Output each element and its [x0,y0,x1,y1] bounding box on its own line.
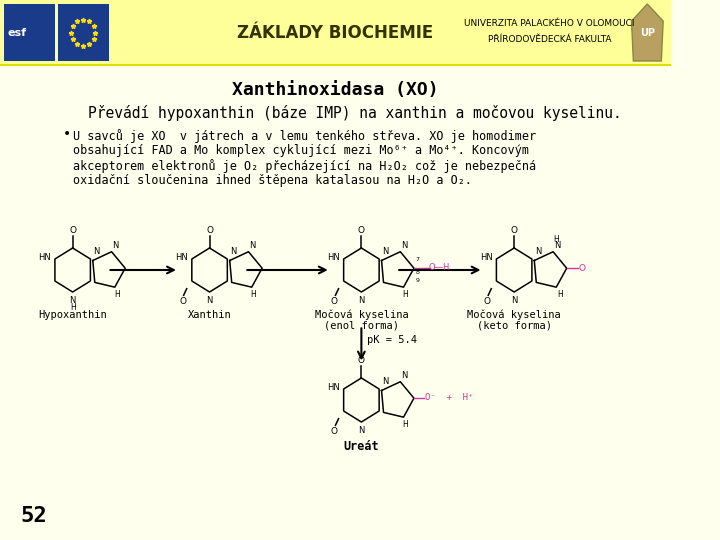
Text: HN: HN [327,253,340,261]
Text: N: N [401,371,408,380]
Text: H: H [402,290,408,299]
Text: N: N [207,296,212,305]
Text: N: N [359,426,364,435]
Text: N: N [359,296,364,305]
Text: O: O [331,298,338,307]
Text: ZÁKLADY BIOCHEMIE: ZÁKLADY BIOCHEMIE [237,24,433,42]
Text: O: O [331,428,338,436]
Text: HN: HN [176,253,188,261]
Text: N: N [112,241,119,249]
Text: O—H: O—H [428,262,449,272]
Text: N: N [401,241,408,249]
Text: N: N [69,296,76,305]
Text: O: O [510,226,518,235]
Text: N: N [382,377,388,386]
Text: Močová kyselina: Močová kyselina [467,309,561,320]
Text: akceptorem elektronů je O₂ přecházející na H₂O₂ což je nebezpečná: akceptorem elektronů je O₂ přecházející … [73,159,536,173]
Text: N: N [535,247,541,256]
Text: PŘÍRODOVĚDECKÁ FAKULTA: PŘÍRODOVĚDECKÁ FAKULTA [487,35,611,44]
Text: esf: esf [7,28,27,37]
Text: O: O [578,264,585,273]
Text: O: O [484,298,490,307]
Text: U savců je XO  v játrech a v lemu tenkého střeva. XO je homodimer: U savců je XO v játrech a v lemu tenkého… [73,129,536,143]
Polygon shape [631,4,663,61]
Text: HN: HN [38,253,51,261]
Text: N: N [249,241,256,249]
Text: (keto forma): (keto forma) [477,321,552,330]
Text: O: O [179,298,186,307]
Text: O: O [358,226,365,235]
Text: H: H [553,235,559,244]
Text: N: N [93,247,99,256]
Text: 8: 8 [415,270,420,275]
Text: Močová kyselina: Močová kyselina [315,309,408,320]
Text: N: N [230,247,236,256]
Text: N: N [511,296,518,305]
Text: 52: 52 [20,506,48,526]
Text: H: H [557,290,563,299]
Text: N: N [382,247,388,256]
Text: O: O [69,226,76,235]
Text: O: O [358,356,365,365]
Text: obsahující FAD a Mo komplex cyklující mezi Mo⁶⁺ a Mo⁴⁺. Koncovým: obsahující FAD a Mo komplex cyklující me… [73,144,528,157]
Text: pK = 5.4: pK = 5.4 [367,335,417,346]
Text: •: • [63,127,71,141]
Text: H: H [70,303,76,312]
Text: Hypoxanthin: Hypoxanthin [38,309,107,320]
Text: HN: HN [480,253,492,261]
Text: UNIVERZITA PALACKÉHO V OLOMOUCI: UNIVERZITA PALACKÉHO V OLOMOUCI [464,19,635,28]
Bar [4,4,55,61]
Text: O⁻  +  H⁺: O⁻ + H⁺ [425,393,473,402]
Text: 9: 9 [415,278,420,283]
Text: H: H [114,290,120,299]
Bar [58,4,109,61]
Text: Ureát: Ureát [343,440,379,453]
Text: Převádí hypoxanthin (báze IMP) na xanthin a močovou kyselinu.: Převádí hypoxanthin (báze IMP) na xanthi… [89,105,622,121]
Text: (enol forma): (enol forma) [324,321,399,330]
Bar [0,0,670,65]
Text: Xanthin: Xanthin [188,309,231,320]
Text: N: N [554,241,560,249]
Text: UP: UP [640,28,654,37]
Text: H: H [251,290,256,299]
Text: 7: 7 [415,257,420,262]
Text: H: H [402,420,408,429]
Text: O: O [206,226,213,235]
Text: HN: HN [327,382,340,392]
Text: Xanthinoxidasa (XO): Xanthinoxidasa (XO) [232,81,438,99]
Text: oxidační sloučenina ihned štěpena katalasou na H₂O a O₂.: oxidační sloučenina ihned štěpena katala… [73,174,472,187]
